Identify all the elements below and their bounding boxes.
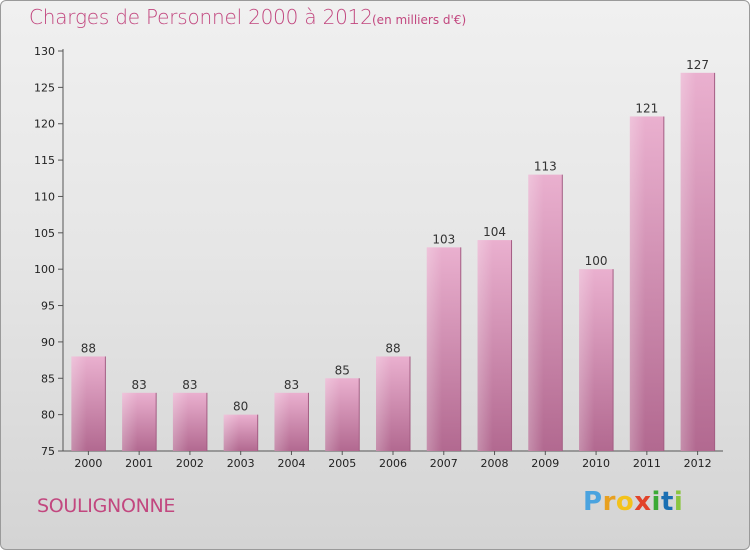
x-tick-label: 2009 [531, 457, 559, 470]
y-tick-label: 80 [41, 409, 55, 422]
data-label: 103 [432, 232, 455, 246]
data-label: 83 [182, 378, 197, 392]
data-label: 83 [284, 378, 299, 392]
data-label: 88 [81, 341, 96, 355]
y-tick-label: 120 [34, 118, 55, 131]
x-tick-label: 2005 [328, 457, 356, 470]
y-tick-label: 110 [34, 190, 55, 203]
logo-letter: P [583, 487, 603, 517]
data-label: 100 [585, 254, 608, 268]
x-tick-label: 2010 [582, 457, 610, 470]
y-tick-label: 100 [34, 263, 55, 276]
data-label: 113 [534, 160, 557, 174]
data-label: 85 [335, 363, 350, 377]
bar-highlight [71, 356, 87, 451]
logo-letter: x [634, 487, 652, 517]
data-label: 121 [635, 101, 658, 115]
x-tick-label: 2004 [277, 457, 305, 470]
y-tick-label: 75 [41, 445, 55, 458]
data-label: 104 [483, 225, 506, 239]
y-tick-label: 90 [41, 336, 55, 349]
x-tick-label: 2002 [176, 457, 204, 470]
y-tick-label: 95 [41, 300, 55, 313]
bar-highlight [477, 240, 493, 451]
data-label: 88 [385, 341, 400, 355]
x-tick-label: 2011 [633, 457, 661, 470]
logo-letter: i [651, 487, 661, 517]
logo-letter: i [673, 487, 684, 517]
y-tick-label: 130 [34, 45, 55, 58]
chart-subtitle: (en milliers d'€) [372, 13, 467, 27]
bar-highlight [172, 392, 189, 451]
x-tick-label: 2006 [379, 457, 407, 470]
x-tick-label: 2008 [481, 457, 509, 470]
logo-letter: t [660, 487, 674, 517]
data-label: 127 [686, 58, 709, 72]
x-tick-label: 2012 [684, 457, 712, 470]
commune-name: SOULIGNONNE [37, 495, 176, 517]
bar-highlight [629, 116, 646, 452]
logo-letter: o [615, 487, 635, 517]
y-tick-label: 115 [34, 154, 55, 167]
bar-highlight [528, 174, 544, 452]
bar-highlight [325, 378, 341, 451]
logo-letter: r [602, 487, 616, 517]
bar-highlight [680, 72, 696, 452]
bar-highlight [579, 269, 595, 451]
y-tick-label: 125 [34, 81, 55, 94]
bar-highlight [376, 356, 392, 451]
y-tick-label: 85 [41, 372, 55, 385]
bar-highlight [223, 414, 239, 451]
bar-highlight [274, 392, 290, 451]
x-tick-label: 2003 [227, 457, 255, 470]
data-label: 83 [132, 378, 147, 392]
data-label: 80 [233, 400, 248, 414]
x-tick-label: 2001 [125, 457, 153, 470]
x-tick-label: 2000 [74, 457, 102, 470]
y-tick-label: 105 [34, 227, 55, 240]
bar-highlight [122, 392, 138, 451]
proxiti-logo[interactable]: Proxiti [583, 487, 683, 517]
x-tick-label: 2007 [430, 457, 458, 470]
chart-title: Charges de Personnel 2000 à 2012 [29, 5, 373, 29]
bar-highlight [426, 247, 443, 451]
